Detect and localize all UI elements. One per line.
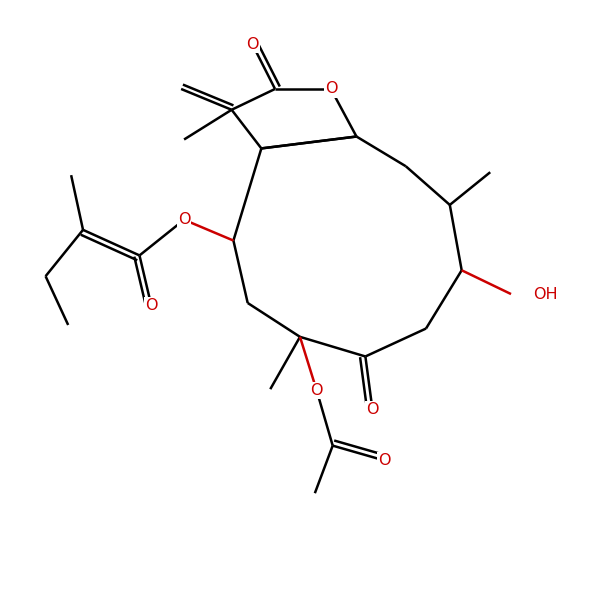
Text: O: O — [145, 298, 158, 313]
Text: O: O — [310, 383, 323, 398]
Text: OH: OH — [533, 287, 558, 302]
Text: O: O — [378, 453, 391, 468]
Text: O: O — [325, 82, 337, 97]
Text: O: O — [178, 212, 190, 227]
Text: O: O — [366, 403, 379, 418]
Text: O: O — [246, 37, 259, 52]
